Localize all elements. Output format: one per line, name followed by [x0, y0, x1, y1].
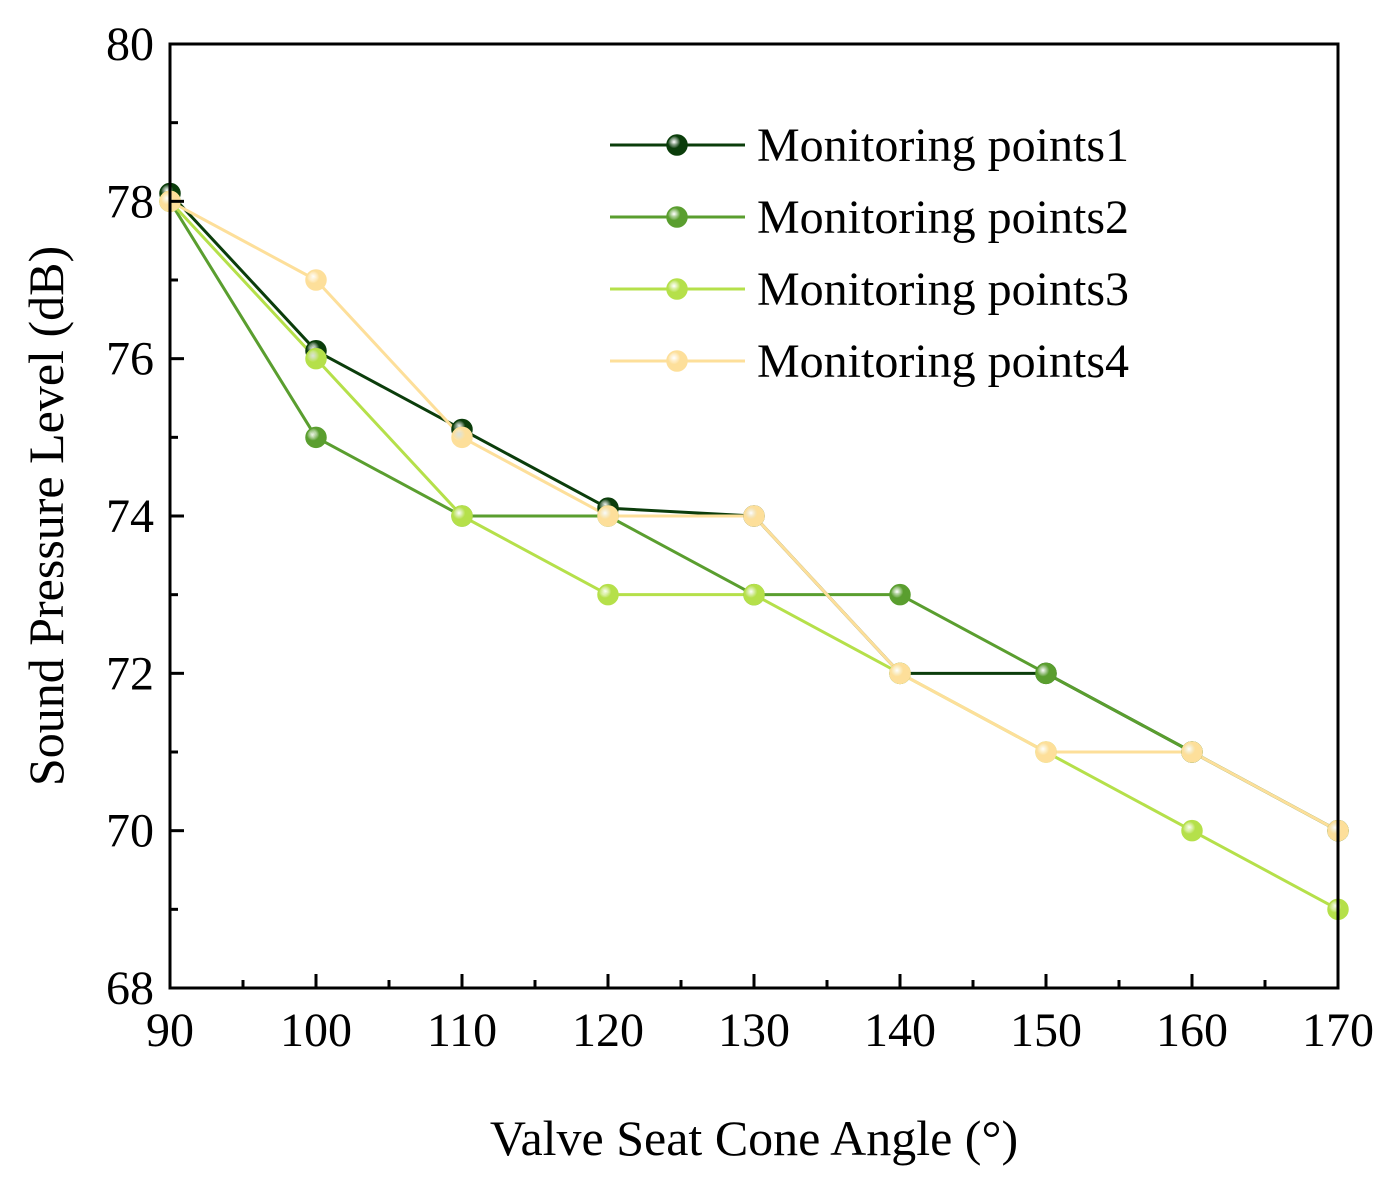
- x-tick-label: 140: [864, 1004, 936, 1057]
- y-tick-label: 72: [106, 647, 154, 700]
- data-point-s3: [597, 583, 619, 606]
- x-axis: 90 100 110 120 130 140 150 160 170: [146, 974, 1374, 1057]
- y-tick-label: 74: [106, 490, 154, 543]
- x-tick-label: 90: [146, 1004, 194, 1057]
- series-lines: [168, 192, 1339, 911]
- data-point-s2: [889, 583, 911, 606]
- series-points: [159, 182, 1349, 921]
- data-point-s4: [451, 426, 473, 449]
- x-tick-label: 110: [427, 1004, 497, 1057]
- legend-label: Monitoring points2: [757, 191, 1129, 244]
- data-point-s4: [889, 662, 911, 685]
- x-tick-label: 100: [280, 1004, 352, 1057]
- legend-label: Monitoring points3: [757, 263, 1129, 316]
- legend-label: Monitoring points4: [757, 335, 1129, 388]
- x-tick-label: 150: [1010, 1004, 1082, 1057]
- y-axis-title: Sound Pressure Level (dB): [18, 246, 74, 786]
- y-axis: 68 70 72 74 76 78 80: [106, 18, 184, 1015]
- legend-swatch-marker: [666, 350, 688, 372]
- legend-swatch-marker: [666, 278, 688, 300]
- y-tick-label: 76: [106, 333, 154, 386]
- x-tick-label: 160: [1156, 1004, 1228, 1057]
- x-axis-title: Valve Seat Cone Angle (°): [490, 1110, 1018, 1166]
- data-point-s3: [451, 505, 473, 527]
- legend-swatch-marker: [666, 206, 688, 228]
- data-point-s4: [597, 505, 619, 527]
- data-point-s4: [1035, 741, 1057, 763]
- x-tick-label: 130: [718, 1004, 790, 1057]
- data-point-s4: [305, 269, 327, 291]
- data-point-s3: [743, 583, 765, 606]
- data-point-s2: [305, 426, 327, 449]
- y-tick-label: 70: [106, 805, 154, 858]
- x-tick-label: 120: [572, 1004, 644, 1057]
- y-tick-label: 80: [106, 18, 154, 71]
- data-point-s2: [1035, 662, 1057, 685]
- data-point-s3: [1181, 819, 1203, 842]
- data-point-s3: [305, 347, 327, 370]
- legend-label: Monitoring points1: [757, 119, 1129, 172]
- y-tick-label: 78: [106, 175, 154, 228]
- x-tick-label: 170: [1302, 1004, 1374, 1057]
- data-point-s4: [1181, 741, 1203, 763]
- legend-swatch-marker: [666, 134, 688, 156]
- y-tick-label: 68: [106, 962, 154, 1015]
- series-line-3: [168, 200, 1339, 911]
- legend: Monitoring points1 Monitoring points2 Moni…: [610, 119, 1129, 388]
- data-point-s4: [743, 505, 765, 527]
